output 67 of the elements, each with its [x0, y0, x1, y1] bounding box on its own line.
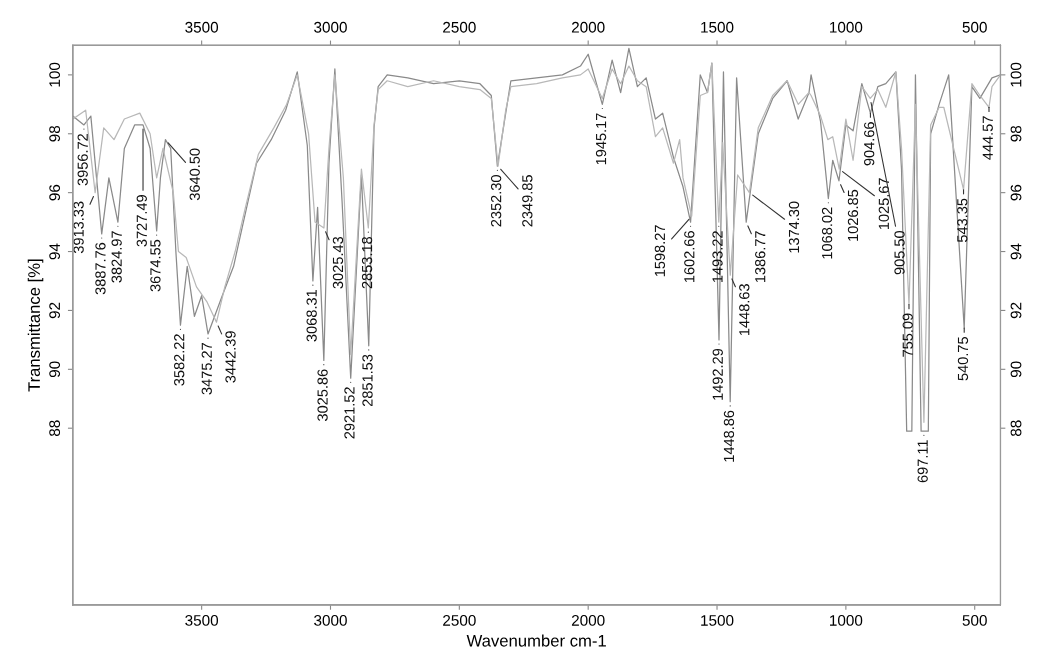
annotation: 3025.43: [332, 236, 344, 289]
annotation: 2352.30: [490, 175, 502, 227]
x2-tick-label: 1500: [701, 21, 734, 33]
annotation: 1492.29: [712, 348, 723, 400]
y2-tick-label: 90: [1010, 361, 1022, 378]
x-tick-label: 3000: [314, 614, 347, 626]
x-axis-title: Wavenumber cm-1: [466, 634, 606, 647]
annotation: 904.66: [864, 122, 875, 166]
annotation: 3674.55: [150, 239, 161, 292]
y-tick-label: 96: [49, 184, 61, 201]
annotation: 540.75: [957, 337, 969, 381]
y-tick-label: 94: [49, 243, 61, 260]
y2-tick-label: 100: [1010, 62, 1022, 87]
x-tick-label: 500: [962, 614, 987, 626]
annotation: 1448.86: [723, 410, 735, 462]
annotation: 1025.67: [878, 178, 889, 230]
annotation: 1602.66: [684, 231, 695, 283]
annotation: 3068.31: [306, 290, 317, 342]
annotation: 3956.72: [77, 133, 88, 186]
y-tick-label: 88: [49, 420, 61, 437]
y-tick-label: 98: [49, 125, 61, 142]
annotation: 3824.97: [111, 231, 122, 283]
annotation: 444.57: [982, 116, 993, 160]
annotation: 1026.85: [847, 189, 859, 241]
x-tick-label: 3500: [185, 614, 219, 626]
x2-tick-label: 3500: [185, 21, 219, 33]
annotation: 3025.86: [317, 369, 328, 421]
annotation: 3475.27: [201, 343, 212, 395]
x-tick-label: 1000: [830, 614, 863, 626]
y2-tick-label: 94: [1010, 243, 1022, 260]
annotation: 3727.49: [136, 195, 147, 247]
annotation: 697.11: [917, 440, 928, 483]
y2-tick-label: 88: [1010, 420, 1022, 437]
annotation: 755.09: [902, 313, 913, 357]
annotation: 3582.22: [174, 334, 185, 386]
y-axis-title: Transmittance [%]: [27, 259, 44, 392]
annotation: 2349.85: [522, 175, 533, 227]
x2-tick-label: 3000: [314, 21, 347, 33]
annotation: 1448.63: [739, 284, 750, 336]
x2-tick-label: 500: [962, 21, 987, 33]
annotation: 1386.77: [755, 231, 766, 283]
annotation: 905.50: [894, 230, 905, 275]
y2-tick-label: 96: [1010, 184, 1022, 201]
x-tick-label: 2500: [443, 614, 476, 626]
annotation: 3442.39: [225, 331, 236, 383]
x2-tick-label: 1000: [830, 21, 863, 33]
y2-tick-label: 98: [1010, 125, 1022, 142]
annotation: 2853.18: [361, 236, 373, 289]
annotation: 1493.22: [712, 231, 723, 283]
x-tick-label: 2000: [571, 614, 605, 626]
annotation: 1945.17: [595, 113, 607, 165]
annotation: 1598.27: [654, 225, 666, 277]
annotation: 1068.02: [821, 207, 833, 259]
x-tick-label: 1500: [701, 614, 734, 626]
y-tick-label: 100: [49, 62, 61, 87]
annotation: 3640.50: [189, 148, 200, 201]
y2-tick-label: 92: [1010, 302, 1022, 319]
y-tick-label: 92: [49, 302, 61, 319]
annotation: 3887.76: [95, 242, 106, 295]
annotation: 3913.33: [73, 201, 84, 254]
annotation: 1374.30: [788, 201, 800, 253]
y-tick-label: 90: [49, 361, 61, 378]
x2-tick-label: 2000: [571, 21, 605, 33]
annotation: 543.35: [957, 198, 968, 243]
annotation: 2921.52: [344, 387, 355, 439]
x2-tick-label: 2500: [443, 21, 476, 33]
annotation: 2851.53: [362, 354, 373, 407]
